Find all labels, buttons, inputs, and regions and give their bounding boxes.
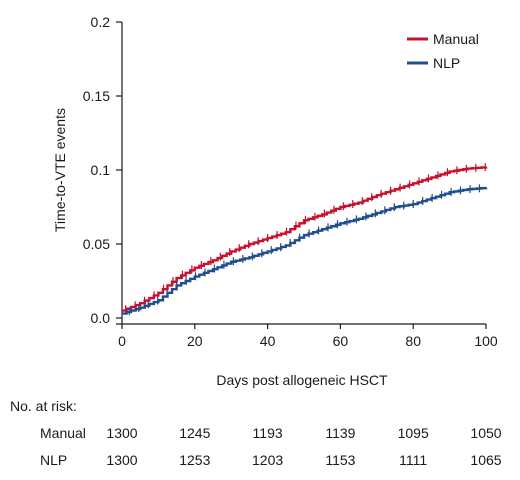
data-point <box>430 197 433 199</box>
x-tick-label: 20 <box>187 333 203 349</box>
data-point <box>321 213 324 216</box>
series-layer <box>121 163 488 316</box>
data-point <box>303 234 305 236</box>
data-point <box>230 250 232 253</box>
data-point <box>339 206 342 208</box>
risk-cell: 1095 <box>397 425 429 441</box>
data-point <box>339 222 342 225</box>
x-tick-label: 100 <box>474 333 498 349</box>
risk-cell: 1203 <box>252 452 284 468</box>
risk-cell: 1245 <box>179 425 211 441</box>
data-point <box>467 188 469 191</box>
data-point <box>285 231 287 233</box>
risk-cell: 1300 <box>106 425 138 441</box>
data-point <box>285 244 287 247</box>
legend: Manual NLP <box>407 31 479 71</box>
data-point <box>412 203 415 205</box>
data-point <box>157 292 160 294</box>
x-axis-label: Days post allogeneic HSCT <box>216 372 388 388</box>
y-tick-label: 0.0 <box>91 310 111 326</box>
data-point <box>448 191 451 193</box>
data-point <box>321 228 324 230</box>
data-point <box>266 237 269 239</box>
y-ticks: 0.0 0.05 0.1 0.15 0.2 <box>83 14 122 326</box>
risk-cell: 1111 <box>399 452 428 468</box>
y-tick-label: 0.2 <box>91 14 111 30</box>
data-point <box>157 299 160 302</box>
data-point <box>430 176 433 179</box>
data-point <box>230 260 232 263</box>
data-point <box>121 312 123 315</box>
data-point <box>194 266 196 269</box>
data-point <box>212 259 214 262</box>
legend-label-nlp: NLP <box>433 55 460 71</box>
data-point <box>303 219 305 222</box>
x-tick-label: 60 <box>333 333 349 349</box>
risk-cell: 1139 <box>325 425 356 441</box>
risk-cell: 1300 <box>106 452 138 468</box>
risk-cell: 1253 <box>179 452 211 468</box>
risk-cell: 1050 <box>470 425 502 441</box>
data-point <box>376 212 378 214</box>
data-point <box>394 188 396 191</box>
risk-cell: 1193 <box>252 425 283 441</box>
data-point <box>266 250 269 253</box>
data-point <box>175 277 178 279</box>
censor-marks-manual <box>121 163 487 314</box>
y-tick-label: 0.05 <box>83 236 110 252</box>
y-tick-label: 0.1 <box>91 162 111 178</box>
data-point <box>121 309 123 312</box>
x-ticks: 0 20 40 60 80 100 <box>118 324 498 349</box>
risk-cell: 1153 <box>325 452 356 468</box>
data-point <box>485 166 487 168</box>
risk-row-label-nlp: NLP <box>40 452 68 468</box>
legend-label-manual: Manual <box>433 31 479 47</box>
data-point <box>248 256 251 259</box>
x-tick-label: 40 <box>260 333 276 349</box>
data-point <box>467 167 469 170</box>
data-point <box>448 170 451 173</box>
data-point <box>139 306 141 309</box>
data-point <box>412 182 415 185</box>
data-point <box>212 268 214 270</box>
data-point <box>248 243 251 245</box>
y-axis-label: Time-to-VTE events <box>52 108 68 232</box>
data-point <box>376 194 378 196</box>
data-point <box>394 206 396 208</box>
series-line-nlp <box>122 186 488 315</box>
risk-table-title: No. at risk: <box>10 398 77 414</box>
x-tick-label: 80 <box>405 333 421 349</box>
risk-row-label-manual: Manual <box>40 425 86 441</box>
data-point <box>485 186 487 189</box>
y-tick-label: 0.15 <box>83 88 110 104</box>
data-point <box>139 302 141 305</box>
data-point <box>194 275 196 278</box>
data-point <box>357 201 360 204</box>
censor-marks-nlp <box>121 184 487 316</box>
axes: 0 20 40 60 80 100 0.0 0.05 0.1 0.15 0.2 <box>83 14 498 349</box>
data-point <box>357 218 360 220</box>
data-point <box>175 284 178 287</box>
risk-cell: 1065 <box>470 452 502 468</box>
x-tick-label: 0 <box>118 333 126 349</box>
